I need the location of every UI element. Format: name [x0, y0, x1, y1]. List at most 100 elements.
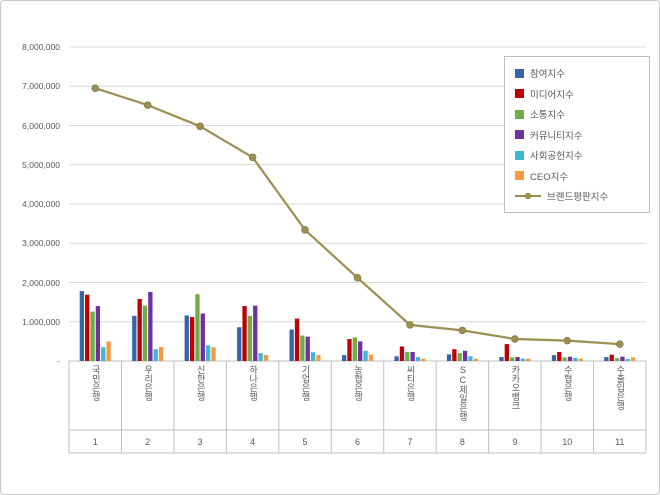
- bar: [206, 345, 211, 361]
- x-axis-category-label: 씨티은행: [405, 365, 416, 401]
- x-axis-category-number: 9: [512, 437, 518, 447]
- bar: [95, 306, 101, 361]
- y-axis-tick-label: 1,000,000: [22, 316, 60, 327]
- bar: [609, 354, 614, 361]
- bar: [247, 315, 253, 361]
- trend-line-marker: [563, 336, 572, 345]
- y-axis-tick-label: 3,000,000: [22, 238, 60, 248]
- bar: [446, 354, 452, 361]
- legend-swatch: [515, 89, 524, 98]
- y-axis-tick-label: -: [57, 355, 60, 366]
- bar: [557, 351, 562, 361]
- legend-label: 미디어지수: [530, 89, 574, 101]
- y-axis-tick-label: 4,000,000: [22, 198, 60, 209]
- bar: [625, 359, 630, 361]
- bar: [294, 318, 300, 361]
- legend-swatch: [515, 109, 524, 119]
- bar: [421, 358, 426, 361]
- trend-line-marker: [301, 226, 309, 234]
- legend-item: 미디어지수: [515, 88, 639, 101]
- bar: [578, 358, 583, 361]
- legend-item: 브랜드평판지수: [515, 190, 639, 203]
- bar: [142, 305, 148, 361]
- y-axis-tick-label: 5,000,000: [22, 159, 60, 170]
- bar: [468, 356, 473, 361]
- bar: [316, 355, 321, 361]
- bar: [289, 329, 294, 361]
- x-axis-category-number: 5: [302, 437, 308, 447]
- bar: [158, 346, 164, 361]
- bar: [504, 344, 509, 361]
- bar: [184, 315, 189, 361]
- bar: [499, 357, 504, 361]
- y-axis-tick-label: 8,000,000: [22, 41, 60, 52]
- x-axis-category-label: 카카오뱅크: [510, 365, 521, 410]
- x-axis-category-label: 신한은행: [195, 365, 206, 401]
- bar: [510, 357, 515, 361]
- legend-label: 커뮤니티지수: [530, 130, 583, 142]
- x-axis-category-label: 국민은행: [90, 365, 101, 401]
- x-axis-category-number: 3: [197, 437, 203, 447]
- bar: [462, 350, 468, 361]
- y-axis-tick-label: 6,000,000: [22, 120, 60, 131]
- bar: [90, 311, 95, 361]
- x-axis-category-label: 기업은행: [300, 365, 311, 401]
- bar: [399, 346, 405, 361]
- bar: [620, 356, 625, 361]
- x-axis-category-number: 2: [145, 437, 151, 447]
- bar: [263, 355, 269, 361]
- trend-line-marker: [143, 101, 152, 109]
- bar: [410, 351, 415, 361]
- bar: [106, 341, 111, 362]
- trend-line-marker: [616, 340, 624, 348]
- legend-label: 사회공헌지수: [530, 151, 583, 162]
- trend-line-marker: [511, 335, 519, 343]
- bar: [562, 357, 567, 361]
- legend-item: 소통지수: [515, 108, 639, 121]
- bar: [200, 313, 205, 361]
- legend-item: CEO지수: [515, 170, 639, 183]
- bar: [347, 339, 352, 361]
- bar: [341, 355, 347, 361]
- x-axis-category-number: 8: [459, 437, 465, 447]
- x-axis-category-number: 1: [92, 437, 98, 447]
- x-axis-category-label: 수출입은행: [615, 365, 626, 410]
- bar: [132, 315, 137, 361]
- bar: [573, 357, 578, 361]
- x-axis-category-number: 10: [562, 437, 573, 447]
- trend-line-marker: [248, 153, 257, 162]
- bar: [473, 358, 478, 361]
- bar: [211, 347, 216, 361]
- trend-line-marker: [458, 326, 467, 335]
- bar: [452, 349, 457, 361]
- bar: [153, 349, 158, 361]
- trend-line-marker: [353, 274, 362, 282]
- bar: [101, 347, 106, 361]
- legend-item: 참여지수: [515, 67, 639, 80]
- legend-swatch: [515, 68, 524, 78]
- bar: [631, 357, 636, 361]
- x-axis-category-label: SC제일은행: [457, 365, 468, 421]
- bar: [520, 358, 526, 361]
- bar: [148, 291, 153, 361]
- bar: [415, 357, 421, 361]
- bar: [310, 352, 316, 361]
- bar: [237, 327, 242, 361]
- legend-label: CEO지수: [530, 171, 569, 183]
- bar: [189, 317, 195, 361]
- legend-swatch: [515, 150, 524, 160]
- legend-item: 커뮤니티지수: [515, 129, 639, 142]
- x-axis-category-number: 4: [250, 437, 256, 447]
- bar: [457, 353, 462, 361]
- x-axis-category-label: 농협은행: [353, 365, 363, 401]
- bar: [614, 358, 620, 361]
- bar: [604, 357, 609, 361]
- legend-line-marker-swatch: [515, 191, 541, 201]
- bar: [195, 294, 200, 361]
- bar: [300, 335, 305, 361]
- bar: [79, 291, 84, 361]
- bar: [352, 337, 357, 361]
